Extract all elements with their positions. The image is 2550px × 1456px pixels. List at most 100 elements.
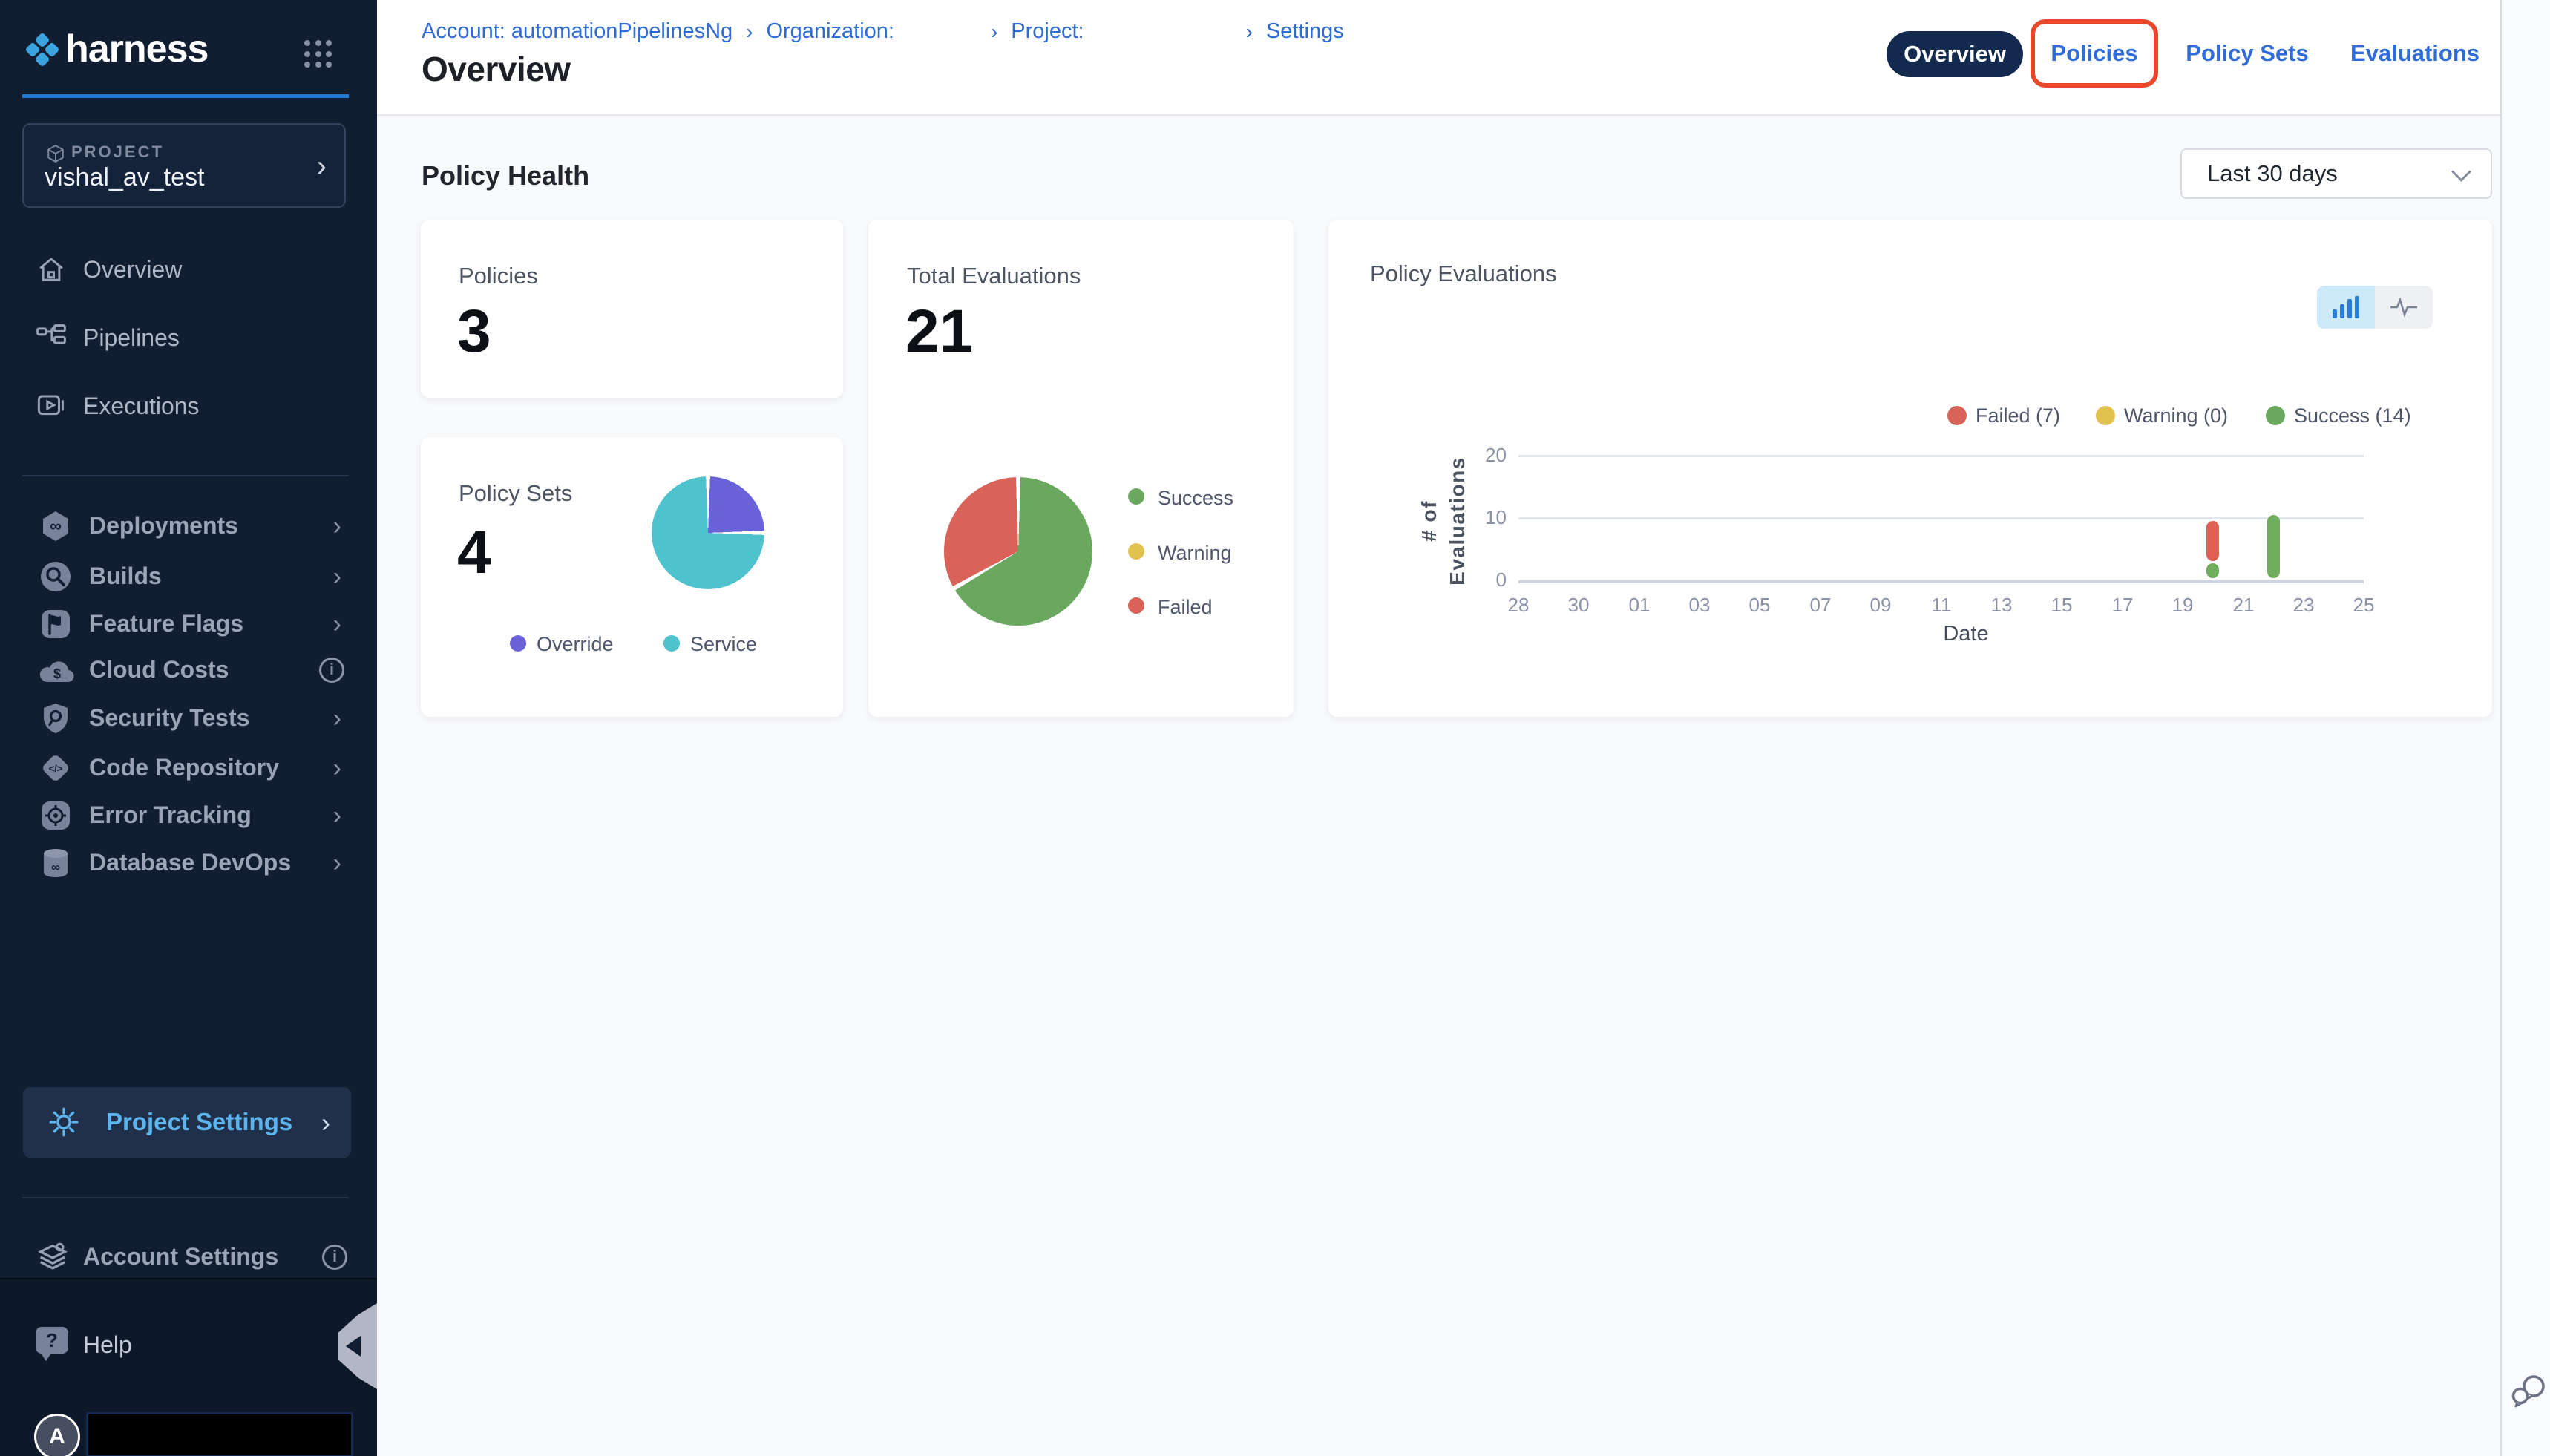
apps-grid-icon[interactable] (304, 40, 332, 68)
sidebar-item-label: Feature Flags (89, 610, 244, 637)
x-tick: 23 (2292, 594, 2315, 616)
policy-sets-pie-chart (652, 476, 764, 589)
sidebar-item-overview[interactable]: Overview (0, 247, 377, 295)
page-header: Account: automationPipelinesNg › Organiz… (377, 0, 2500, 116)
sidebar-item-executions[interactable]: Executions (0, 384, 377, 431)
x-tick: 28 (1507, 594, 1530, 616)
breadcrumb-separator-icon: › (990, 19, 998, 43)
legend-label: Warning (0) (2124, 404, 2229, 427)
tab-policy-sets[interactable]: Policy Sets (2186, 40, 2309, 66)
chevron-right-icon: › (332, 849, 341, 877)
chevron-down-icon (2451, 162, 2471, 182)
svg-text:$: $ (53, 666, 61, 681)
x-tick: 11 (1931, 594, 1952, 616)
breadcrumb-account-link[interactable]: Account: automationPipelinesNg (422, 19, 733, 43)
policy-sets-count: 4 (457, 519, 491, 586)
chevron-right-icon: › (332, 610, 341, 638)
sidebar-item-pipelines[interactable]: Pipelines (0, 315, 377, 363)
x-tick: 25 (2353, 594, 2375, 616)
sidebar-item-feature-flags[interactable]: Feature Flags › (0, 601, 377, 649)
policy-evaluations-card: Policy Evaluations Failed (7) Warning (0… (1328, 220, 2492, 717)
sidebar-item-database-devops[interactable]: ∞ Database DevOps › (0, 840, 377, 888)
user-email-redacted[interactable] (86, 1412, 353, 1456)
x-tick: 05 (1748, 594, 1771, 616)
security-tests-icon (39, 701, 73, 735)
bar-success-day20 (2206, 563, 2219, 578)
x-tick: 19 (2172, 594, 2194, 616)
chevron-right-icon: › (332, 512, 341, 540)
x-tick: 07 (1809, 594, 1832, 616)
chevron-right-icon: › (332, 754, 341, 782)
legend-dot-failed (1128, 597, 1144, 614)
tab-evaluations[interactable]: Evaluations (2350, 40, 2479, 66)
section-title: Policy Health (422, 160, 590, 191)
policy-sets-card: Policy Sets 4 Override Service (421, 437, 843, 717)
x-axis-line (1518, 580, 2364, 583)
project-selector[interactable]: PROJECT vishal_av_test › (22, 123, 346, 208)
legend-dot-service (663, 635, 680, 652)
card-title: Policy Evaluations (1370, 260, 1557, 286)
sidebar-item-code-repository[interactable]: </> Code Repository › (0, 745, 377, 793)
legend-dot-warning (1128, 543, 1144, 560)
sidebar-item-label: Account Settings (83, 1243, 279, 1270)
legend-dot-failed (1947, 406, 1967, 425)
chat-support-button[interactable] (2511, 1373, 2548, 1415)
executions-icon (36, 391, 67, 422)
tab-policies[interactable]: Policies (2051, 40, 2138, 66)
sidebar-item-label: Project Settings (106, 1108, 293, 1135)
breadcrumb-settings-link[interactable]: Settings (1265, 19, 1344, 43)
legend-label: Service (690, 633, 758, 655)
policies-count: 3 (457, 298, 491, 365)
sidebar-item-label: Error Tracking (89, 801, 252, 828)
user-avatar[interactable]: A (34, 1414, 80, 1456)
sidebar-item-project-settings[interactable]: Project Settings › (23, 1087, 351, 1158)
right-gutter (2500, 0, 2550, 1456)
home-icon (36, 255, 67, 286)
feature-flags-icon (39, 607, 73, 641)
breadcrumb: Account: automationPipelinesNg › Organiz… (422, 19, 1344, 44)
chevron-right-icon: › (332, 801, 341, 830)
sidebar-item-label: Database DevOps (89, 849, 292, 876)
evaluations-pie-chart (944, 477, 1092, 626)
x-tick: 17 (2111, 594, 2134, 616)
breadcrumb-organization-link[interactable]: Organization: (766, 19, 894, 43)
cube-icon (46, 144, 65, 167)
layers-gear-icon (36, 1240, 70, 1278)
breadcrumb-project-link[interactable]: Project: (1011, 19, 1084, 43)
line-chart-icon (2390, 297, 2417, 318)
gridline-10 (1518, 517, 2364, 519)
collapse-arrow-icon (346, 1336, 361, 1357)
svg-text:∞: ∞ (50, 517, 62, 535)
x-tick: 09 (1869, 594, 1892, 616)
policies-card: Policies 3 (421, 220, 843, 398)
sidebar-item-deployments[interactable]: ∞ Deployments › (0, 503, 377, 551)
bar-failed-day20 (2206, 521, 2219, 561)
card-title: Policies (459, 263, 538, 289)
harness-logo-icon[interactable] (22, 31, 62, 72)
sidebar-item-security-tests[interactable]: Security Tests › (0, 695, 377, 743)
date-range-value: Last 30 days (2207, 160, 2338, 186)
card-title: Policy Sets (459, 480, 573, 506)
sidebar-item-account-settings[interactable]: Account Settings i (0, 1234, 377, 1282)
x-tick: 13 (1990, 594, 2013, 616)
page-title: Overview (422, 50, 571, 88)
sidebar-item-help[interactable]: ? Help (0, 1321, 377, 1373)
y-tick: 0 (1495, 568, 1507, 591)
sidebar-item-error-tracking[interactable]: Error Tracking › (0, 793, 377, 840)
sidebar-item-cloud-costs[interactable]: $ Cloud Costs i (0, 647, 377, 695)
sidebar-brand-divider (22, 94, 349, 98)
sidebar-item-builds[interactable]: Builds › (0, 554, 377, 601)
date-range-select[interactable]: Last 30 days (2180, 148, 2492, 199)
line-chart-toggle-button[interactable] (2375, 286, 2433, 329)
code-repository-icon: </> (39, 751, 73, 785)
project-label: PROJECT (71, 142, 164, 161)
sidebar-item-label: Executions (83, 393, 200, 419)
y-tick: 10 (1485, 506, 1507, 528)
tab-overview[interactable]: Overview (1887, 31, 2023, 77)
bar-chart-toggle-button[interactable] (2317, 286, 2375, 329)
info-icon[interactable]: i (319, 658, 344, 683)
sidebar-item-label: Code Repository (89, 754, 280, 781)
info-icon[interactable]: i (322, 1245, 347, 1270)
x-tick: 21 (2232, 594, 2255, 616)
